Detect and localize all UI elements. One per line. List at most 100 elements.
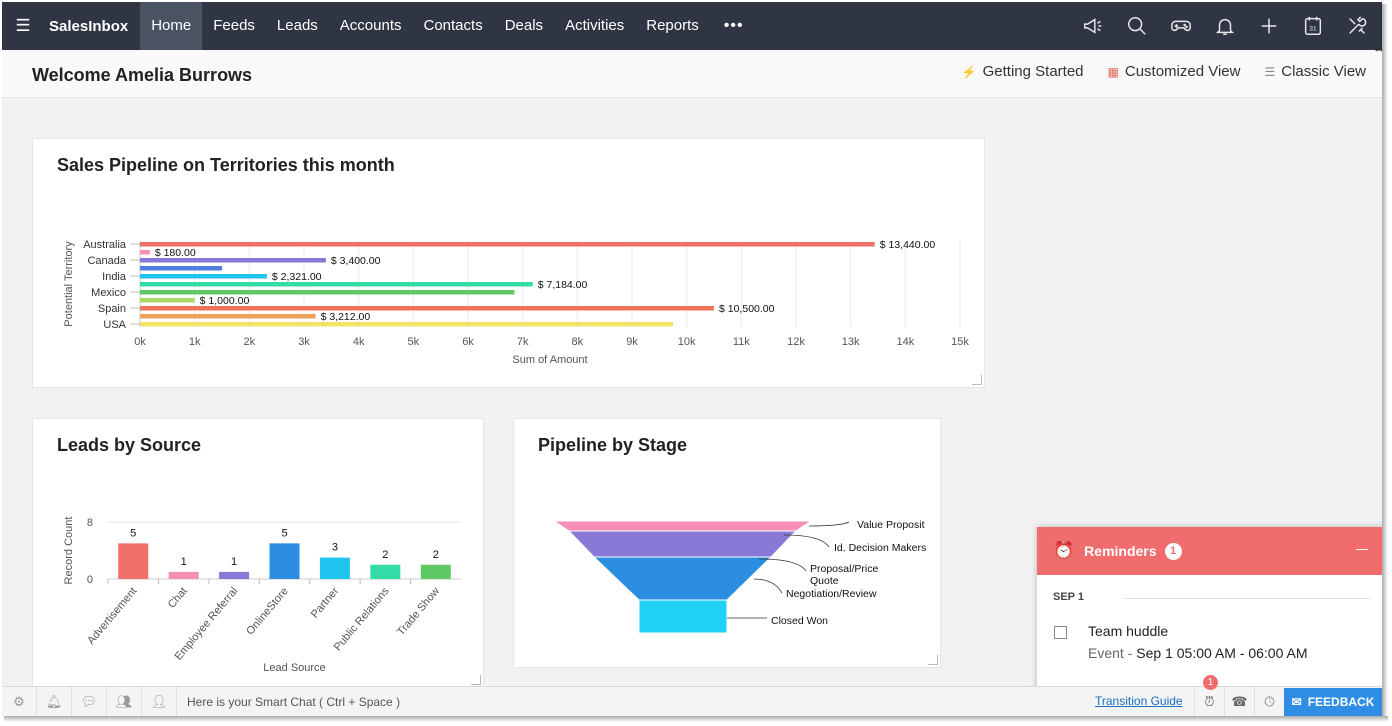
customized-view-link[interactable]: ▦ Customized View [1108, 63, 1241, 80]
minimize-icon[interactable] [1356, 549, 1368, 550]
user-icon[interactable]: 👤︎ [142, 686, 177, 716]
tab-contacts[interactable]: Contacts [423, 17, 483, 34]
tab-activities[interactable]: Activities [565, 17, 625, 34]
phone-icon[interactable]: ☎ [1224, 687, 1254, 716]
y-tick-label: Spain [98, 303, 126, 315]
x-tick-label: OnlineStore [244, 585, 291, 637]
alarm-clock-icon: ⏰ [1053, 541, 1075, 560]
reminder-time: Sep 1 05:00 AM - 06:00 AM [1136, 645, 1308, 661]
y-tick-label: Mexico [91, 287, 126, 299]
y-tick-label: Australia [83, 239, 127, 251]
y-tick-label: 0 [87, 574, 93, 586]
more-tabs-icon[interactable]: ••• [723, 17, 744, 34]
bar [140, 314, 316, 319]
funnel-segment [592, 556, 773, 601]
view-switcher: ⚡ Getting Started ▦ Customized View ☰ Cl… [962, 63, 1366, 80]
top-nav: ☰ SalesInbox Home Feeds Leads Accounts C… [2, 2, 1382, 50]
reminder-title[interactable]: Team huddle [1088, 623, 1169, 639]
transition-guide-link[interactable]: Transition Guide [1095, 694, 1183, 708]
plus-icon[interactable] [1254, 11, 1284, 41]
x-tick-label: 12k [787, 336, 805, 348]
funnel-label: Proposal/Price [810, 563, 878, 575]
bar [168, 571, 199, 579]
bar-data-label: $ 180.00 [155, 247, 196, 259]
y-tick-label: India [102, 271, 127, 283]
bar [140, 274, 267, 279]
funnel-leader-line [758, 558, 807, 572]
funnel-segment [567, 530, 798, 558]
megaphone-icon[interactable] [1078, 11, 1108, 41]
x-tick-label: Trade Show [395, 585, 442, 638]
funnel-leader-line [808, 521, 850, 527]
contacts-icon[interactable]: 👥︎ [107, 686, 142, 716]
card-title: Sales Pipeline on Territories this month [57, 155, 395, 175]
x-tick-label: 15k [951, 336, 969, 348]
hamburger-menu-icon[interactable]: ☰ [15, 16, 31, 35]
notification-badge: 1 [1203, 675, 1218, 690]
tab-leads[interactable]: Leads [276, 17, 318, 34]
bar [118, 543, 149, 579]
classic-view-link[interactable]: ☰ Classic View [1264, 63, 1366, 80]
y-axis-title: Potential Territory [63, 241, 75, 327]
funnel-leader-line [753, 578, 783, 594]
smart-chat-input[interactable]: Here is your Smart Chat ( Ctrl + Space ) [187, 694, 401, 709]
resize-handle[interactable] [972, 375, 982, 385]
salesinbox-link[interactable]: SalesInbox [49, 17, 129, 35]
y-tick-label: Canada [87, 255, 126, 267]
calendar-icon[interactable]: 31 [1298, 11, 1328, 41]
tab-feeds[interactable]: Feeds [213, 17, 255, 34]
resize-handle[interactable] [471, 675, 481, 685]
x-tick-label: 10k [678, 336, 696, 348]
funnel-segment [552, 520, 813, 532]
tools-icon[interactable] [1342, 11, 1372, 41]
window-shadow [4, 716, 1388, 722]
alarm-icon[interactable]: ⏰︎ 1 [1194, 675, 1224, 716]
funnel-label: Negotiation/Review [786, 588, 877, 600]
tab-accounts[interactable]: Accounts [339, 17, 402, 34]
calendar-day-label: 31 [1309, 26, 1317, 33]
chat-bubble-icon[interactable]: 💬︎ [72, 686, 107, 716]
feedback-button[interactable]: ✉ FEEDBACK [1284, 688, 1382, 716]
classic-view-label: Classic View [1281, 63, 1366, 80]
x-tick-label: 3k [298, 336, 310, 348]
clock-icon[interactable]: 🕓︎ [1254, 687, 1284, 716]
getting-started-label: Getting Started [982, 63, 1084, 80]
tab-reports[interactable]: Reports [646, 17, 699, 34]
page-header: Welcome Amelia Burrows ⚡ Getting Started… [2, 50, 1382, 98]
gear-chat-icon[interactable]: ⚙ [2, 686, 37, 716]
funnel-segment [638, 599, 728, 634]
bar [140, 266, 222, 271]
gamepad-icon[interactable] [1166, 11, 1196, 41]
bar-data-label: $ 3,400.00 [331, 255, 381, 267]
reminder-separator: - [1127, 645, 1133, 661]
divider [1123, 598, 1370, 599]
reminder-checkbox[interactable] [1054, 626, 1067, 639]
bar [319, 557, 350, 579]
resize-handle[interactable] [928, 655, 938, 665]
x-tick-label: 7k [517, 336, 529, 348]
leads-by-source-card: Leads by Source 8 0 5 Advertisement 1 Chat 1 Em… [32, 418, 484, 688]
pipeline-by-stage-card: Pipeline by Stage Value Proposit Id. Deci… [513, 418, 941, 668]
x-tick-label: 11k [733, 336, 750, 348]
y-tick-label: 8 [87, 517, 93, 529]
x-tick-label: 4k [353, 336, 365, 348]
tab-home[interactable]: Home [140, 2, 203, 50]
y-tick-label: USA [103, 319, 126, 331]
tab-deals[interactable]: Deals [504, 17, 544, 34]
reminders-count-badge: 1 [1164, 542, 1182, 560]
pipeline-territories-card: Sales Pipeline on Territories this month… [32, 138, 985, 388]
x-tick-label: 13k [842, 336, 860, 348]
bell-icon[interactable]: 🔔︎ [37, 686, 72, 716]
search-icon[interactable] [1122, 11, 1152, 41]
bar-data-label: 3 [332, 542, 338, 554]
reminder-type: Event [1088, 645, 1124, 661]
reminders-header[interactable]: ⏰ Reminders 1 [1037, 527, 1382, 575]
bell-icon[interactable] [1210, 11, 1240, 41]
bar-data-label: $ 10,500.00 [719, 303, 775, 315]
x-tick-label: Partner [309, 585, 342, 621]
bar-data-label: 5 [130, 527, 136, 539]
card-title: Pipeline by Stage [538, 435, 688, 455]
bar [420, 564, 451, 579]
funnel-leader-line [783, 534, 830, 548]
getting-started-link[interactable]: ⚡ Getting Started [962, 63, 1084, 80]
